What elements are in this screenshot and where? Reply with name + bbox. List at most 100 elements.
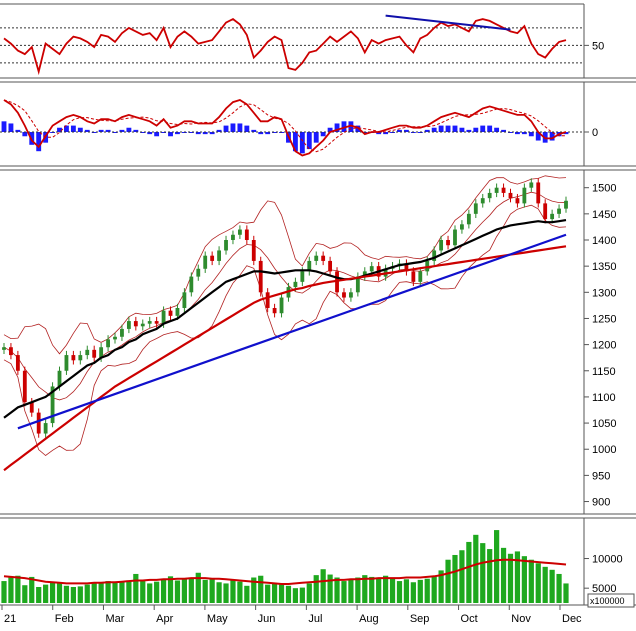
volume-bar <box>348 579 354 603</box>
volume-bar <box>223 583 229 603</box>
x-tick-label: Jun <box>258 613 276 625</box>
chart-marks <box>0 14 584 603</box>
price-tick-label: 950 <box>592 470 610 482</box>
macd-histogram-bar <box>348 121 354 132</box>
macd-histogram-bar <box>188 132 194 133</box>
price-candle-body <box>265 292 270 308</box>
macd-histogram-bar <box>209 132 215 135</box>
volume-bar <box>424 578 430 603</box>
price-candle-body <box>529 182 534 188</box>
macd-histogram-bar <box>195 132 201 135</box>
x-tick-label: Feb <box>55 613 74 625</box>
macd-histogram-bar <box>230 123 236 132</box>
price-candle-body <box>161 310 166 324</box>
moving-average-long-line <box>3 245 567 472</box>
macd-histogram-bar <box>334 123 340 132</box>
price-candle-body <box>71 355 76 361</box>
price-candle-body <box>126 321 131 329</box>
volume-bar <box>147 583 153 603</box>
volume-bar <box>389 577 396 603</box>
rsi-trendline <box>385 14 511 31</box>
volume-bar <box>271 583 278 603</box>
volume-bar <box>140 581 146 603</box>
price-tick-label: 1450 <box>592 209 616 221</box>
volume-bar <box>542 566 548 603</box>
volume-bar <box>216 582 222 603</box>
macd-histogram-bar <box>36 132 42 152</box>
macd-histogram-bar <box>168 132 173 137</box>
price-candle-body <box>494 187 499 193</box>
price-candle-body <box>369 266 374 272</box>
macd-tick-label: 0 <box>592 127 598 139</box>
macd-histogram-bar <box>514 132 520 135</box>
macd-histogram-bar <box>341 121 347 132</box>
volume-bar <box>43 584 49 603</box>
price-candle-body <box>314 255 319 261</box>
macd-histogram-bar <box>563 132 569 135</box>
macd-histogram-bar <box>466 129 472 132</box>
x-tick-label: 21 <box>4 613 16 625</box>
volume-panel <box>0 517 636 606</box>
price-candle-body <box>120 328 124 337</box>
volume-bar <box>36 586 42 603</box>
macd-histogram-bar <box>147 132 153 135</box>
volume-bar <box>278 584 285 603</box>
price-tick-label: 1300 <box>592 287 616 299</box>
macd-histogram-bar <box>320 132 326 137</box>
bollinger-upper-band <box>3 175 567 355</box>
price-candle-body <box>349 292 353 298</box>
price-tick-label: 1200 <box>592 340 616 352</box>
price-candle-body <box>258 260 263 293</box>
volume-bar <box>376 578 382 603</box>
macd-histogram-bar <box>272 132 278 133</box>
macd-histogram-bar <box>112 132 118 133</box>
price-candle-body <box>480 198 485 204</box>
macd-histogram-bar <box>84 129 90 132</box>
macd-histogram-bar <box>383 132 389 135</box>
macd-histogram-bar <box>126 127 132 132</box>
volume-bar <box>292 588 299 603</box>
macd-histogram-bar <box>438 125 444 132</box>
volume-bar <box>396 581 403 603</box>
price-candle-body <box>29 402 34 413</box>
macd-histogram-bar <box>549 132 555 141</box>
volume-bar <box>244 585 250 603</box>
price-candle-body <box>432 250 437 261</box>
volume-bar <box>320 569 326 603</box>
macd-histogram-bar <box>258 132 264 135</box>
price-trendline <box>17 233 567 430</box>
price-candle-body <box>453 229 457 246</box>
price-candle-body <box>543 203 548 220</box>
price-candle-body <box>22 370 27 403</box>
rsi-tick-label: 50 <box>592 40 604 52</box>
macd-histogram-bar <box>244 125 250 132</box>
volume-bar <box>15 575 21 603</box>
volume-bar <box>452 554 458 603</box>
price-candle-body <box>411 271 416 282</box>
price-candle-body <box>154 321 159 324</box>
volume-bar <box>473 534 479 603</box>
macd-histogram-bar <box>306 132 312 150</box>
macd-histogram-bar <box>508 132 513 133</box>
price-candle-body <box>300 271 305 282</box>
macd-histogram-bar <box>15 129 21 132</box>
price-candle-body <box>92 349 97 358</box>
volume-bar <box>98 583 104 603</box>
price-candle-body <box>140 323 145 327</box>
macd-histogram-bar <box>403 129 409 132</box>
volume-bar <box>29 576 35 603</box>
price-candle-body <box>175 308 180 316</box>
price-candle-body <box>404 263 409 272</box>
macd-histogram-bar <box>452 125 458 132</box>
macd-histogram-bar <box>105 129 111 132</box>
volume-bar <box>63 585 70 603</box>
price-candle-body <box>536 182 541 204</box>
macd-histogram-bar <box>202 132 208 135</box>
price-tick-label: 1250 <box>592 313 616 325</box>
macd-histogram-bar <box>299 132 305 154</box>
volume-bar <box>160 579 167 603</box>
volume-bar <box>105 581 111 603</box>
volume-bar <box>528 559 534 603</box>
volume-bar <box>91 582 97 603</box>
moving-average-short-line <box>3 219 567 419</box>
